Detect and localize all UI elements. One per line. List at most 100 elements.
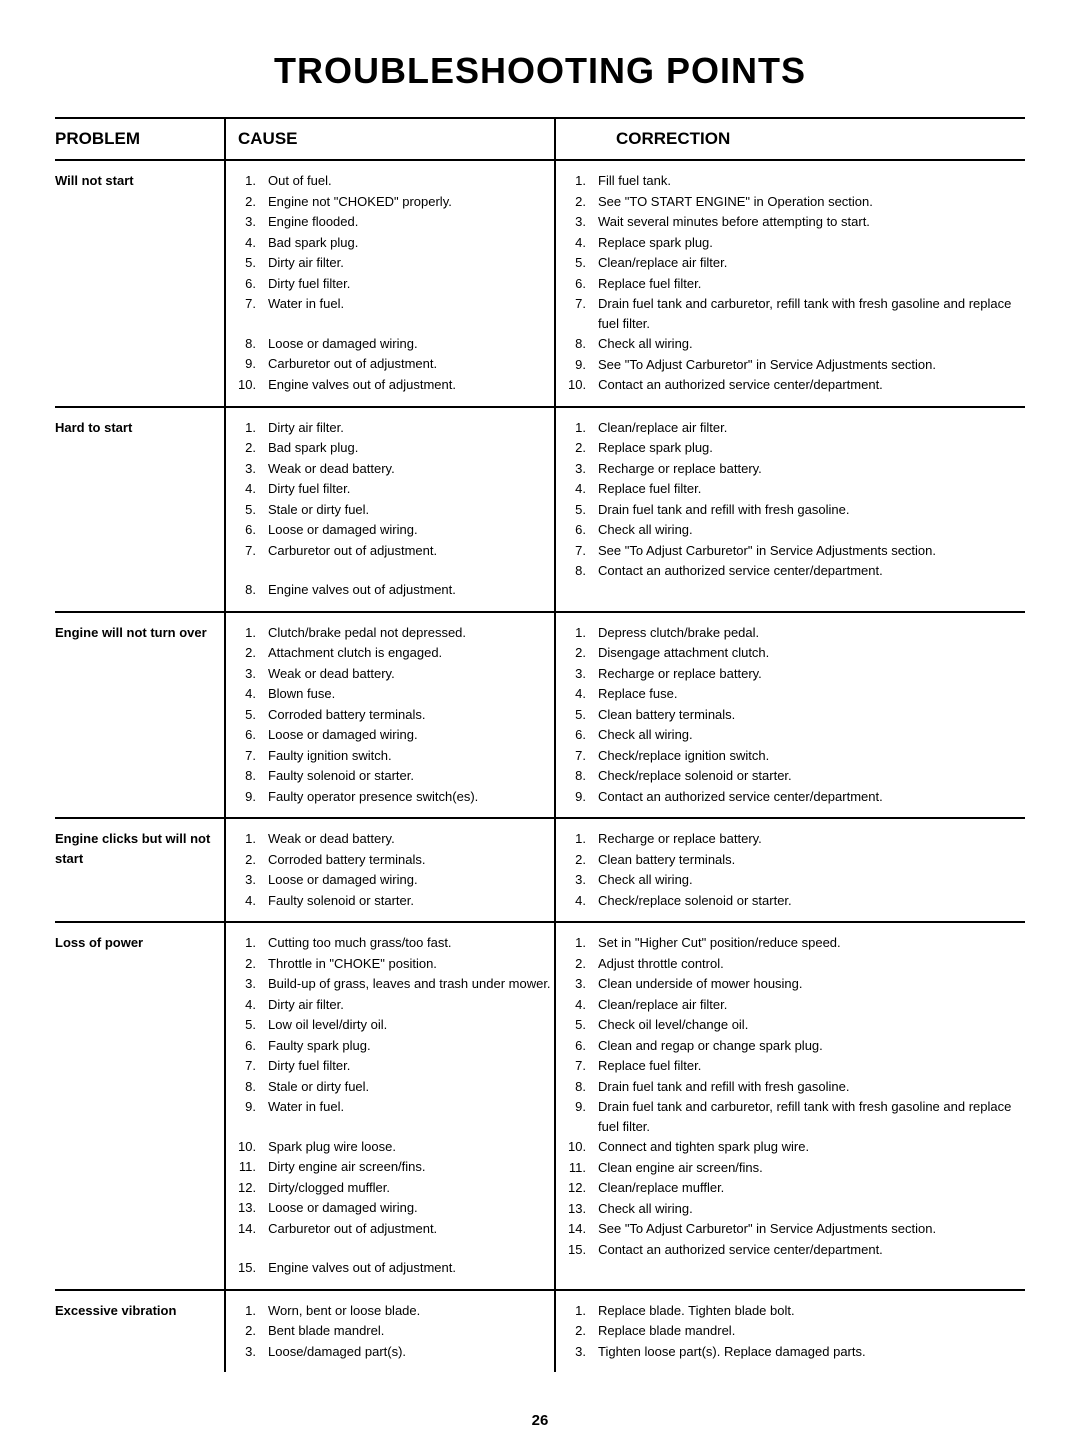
problem-cell: Hard to start bbox=[55, 407, 225, 612]
list-item: 5.Drain fuel tank and refill with fresh … bbox=[568, 500, 1025, 520]
item-number: 8. bbox=[568, 561, 598, 581]
item-text: Water in fuel. bbox=[268, 294, 554, 314]
item-text: Loose or damaged wiring. bbox=[268, 520, 554, 540]
item-text: Check/replace ignition switch. bbox=[598, 746, 1025, 766]
correction-cell: 1.Fill fuel tank.2.See "TO START ENGINE"… bbox=[555, 160, 1025, 407]
item-number: 5. bbox=[238, 705, 268, 725]
header-correction: CORRECTION bbox=[555, 118, 1025, 160]
list-item: 3.Wait several minutes before attempting… bbox=[568, 212, 1025, 232]
header-problem: PROBLEM bbox=[55, 118, 225, 160]
item-text: Loose or damaged wiring. bbox=[268, 725, 554, 745]
item-number: 10. bbox=[568, 1137, 598, 1157]
item-number: 4. bbox=[238, 684, 268, 704]
item-number: 9. bbox=[568, 355, 598, 375]
item-text: Build-up of grass, leaves and trash unde… bbox=[268, 974, 554, 994]
list-item: 12.Dirty/clogged muffler. bbox=[238, 1178, 554, 1198]
item-number: 2. bbox=[238, 850, 268, 870]
item-number: 2. bbox=[568, 438, 598, 458]
item-text: Dirty air filter. bbox=[268, 995, 554, 1015]
list-item: 2.Corroded battery terminals. bbox=[238, 850, 554, 870]
item-text: Bent blade mandrel. bbox=[268, 1321, 554, 1341]
list-item: 8.Contact an authorized service center/d… bbox=[568, 561, 1025, 581]
item-text: Dirty air filter. bbox=[268, 253, 554, 273]
item-text: Replace fuse. bbox=[598, 684, 1025, 704]
list-item: 7.Carburetor out of adjustment. bbox=[238, 541, 554, 561]
item-number: 1. bbox=[568, 171, 598, 191]
list-item: 1.Weak or dead battery. bbox=[238, 829, 554, 849]
correction-cell: 1.Replace blade. Tighten blade bolt.2.Re… bbox=[555, 1290, 1025, 1373]
list-item: 13.Check all wiring. bbox=[568, 1199, 1025, 1219]
item-number: 4. bbox=[568, 995, 598, 1015]
table-row: Engine clicks but will not start 1.Weak o… bbox=[55, 818, 1025, 922]
item-text: Tighten loose part(s). Replace damaged p… bbox=[598, 1342, 1025, 1362]
item-number: 5. bbox=[238, 253, 268, 273]
list-item: 8.Check/replace solenoid or starter. bbox=[568, 766, 1025, 786]
item-text: Corroded battery terminals. bbox=[268, 850, 554, 870]
list-item: 3.Recharge or replace battery. bbox=[568, 664, 1025, 684]
list-item: 2.Replace blade mandrel. bbox=[568, 1321, 1025, 1341]
item-text: Carburetor out of adjustment. bbox=[268, 354, 554, 374]
item-text: Faulty spark plug. bbox=[268, 1036, 554, 1056]
item-number: 6. bbox=[568, 1036, 598, 1056]
cause-cell: 1.Cutting too much grass/too fast.2.Thro… bbox=[225, 922, 555, 1290]
list-item: 10.Connect and tighten spark plug wire. bbox=[568, 1137, 1025, 1157]
list-item: 8.Faulty solenoid or starter. bbox=[238, 766, 554, 786]
list-item: 14.See "To Adjust Carburetor" in Service… bbox=[568, 1219, 1025, 1239]
item-text: Carburetor out of adjustment. bbox=[268, 541, 554, 561]
item-text: Stale or dirty fuel. bbox=[268, 1077, 554, 1097]
item-number: 1. bbox=[568, 829, 598, 849]
list-item: 4.Dirty air filter. bbox=[238, 995, 554, 1015]
item-text: Drain fuel tank and refill with fresh ga… bbox=[598, 500, 1025, 520]
item-number: 7. bbox=[238, 1056, 268, 1076]
item-text: Dirty air filter. bbox=[268, 418, 554, 438]
item-text: Engine flooded. bbox=[268, 212, 554, 232]
item-number: 1. bbox=[238, 829, 268, 849]
problem-cell: Engine clicks but will not start bbox=[55, 818, 225, 922]
list-item: 1.Cutting too much grass/too fast. bbox=[238, 933, 554, 953]
item-text: Faulty ignition switch. bbox=[268, 746, 554, 766]
list-item: 3.Engine flooded. bbox=[238, 212, 554, 232]
list-item: 2.Bad spark plug. bbox=[238, 438, 554, 458]
item-number: 12. bbox=[568, 1178, 598, 1198]
item-number: 5. bbox=[238, 1015, 268, 1035]
item-number: 2. bbox=[238, 954, 268, 974]
problem-cell: Will not start bbox=[55, 160, 225, 407]
list-item: 6.Dirty fuel filter. bbox=[238, 274, 554, 294]
item-number: 6. bbox=[568, 725, 598, 745]
item-number: 3. bbox=[238, 664, 268, 684]
list-item: 6.Check all wiring. bbox=[568, 725, 1025, 745]
list-item: 1.Clutch/brake pedal not depressed. bbox=[238, 623, 554, 643]
item-number: 9. bbox=[568, 787, 598, 807]
cause-cell: 1.Out of fuel.2.Engine not "CHOKED" prop… bbox=[225, 160, 555, 407]
list-item: 6.Loose or damaged wiring. bbox=[238, 520, 554, 540]
item-number: 3. bbox=[238, 1342, 268, 1362]
item-number: 7. bbox=[238, 746, 268, 766]
list-item: 9.Drain fuel tank and carburetor, refill… bbox=[568, 1097, 1025, 1136]
item-text: Contact an authorized service center/dep… bbox=[598, 561, 1025, 581]
item-text: Contact an authorized service center/dep… bbox=[598, 375, 1025, 395]
list-item: 3.Tighten loose part(s). Replace damaged… bbox=[568, 1342, 1025, 1362]
item-number: 10. bbox=[568, 375, 598, 395]
list-item: 2.See "TO START ENGINE" in Operation sec… bbox=[568, 192, 1025, 212]
list-item: 6.Check all wiring. bbox=[568, 520, 1025, 540]
table-header-row: PROBLEM CAUSE CORRECTION bbox=[55, 118, 1025, 160]
list-item: 1.Set in "Higher Cut" position/reduce sp… bbox=[568, 933, 1025, 953]
item-text: Clean/replace muffler. bbox=[598, 1178, 1025, 1198]
list-item: 8.Engine valves out of adjustment. bbox=[238, 580, 554, 600]
item-text: See "To Adjust Carburetor" in Service Ad… bbox=[598, 355, 1025, 375]
cause-cell: 1.Dirty air filter.2.Bad spark plug.3.We… bbox=[225, 407, 555, 612]
item-number: 8. bbox=[238, 766, 268, 786]
list-item: 7.Check/replace ignition switch. bbox=[568, 746, 1025, 766]
item-text: Bad spark plug. bbox=[268, 233, 554, 253]
item-number: 2. bbox=[568, 954, 598, 974]
item-text: Water in fuel. bbox=[268, 1097, 554, 1117]
item-number: 12. bbox=[238, 1178, 268, 1198]
list-item: 6.Faulty spark plug. bbox=[238, 1036, 554, 1056]
item-number: 5. bbox=[568, 500, 598, 520]
item-text: Loose or damaged wiring. bbox=[268, 334, 554, 354]
item-text: Clutch/brake pedal not depressed. bbox=[268, 623, 554, 643]
item-text: Replace blade. Tighten blade bolt. bbox=[598, 1301, 1025, 1321]
item-text: Engine valves out of adjustment. bbox=[268, 375, 554, 395]
table-row: Excessive vibration1.Worn, bent or loose… bbox=[55, 1290, 1025, 1373]
item-number: 3. bbox=[238, 870, 268, 890]
